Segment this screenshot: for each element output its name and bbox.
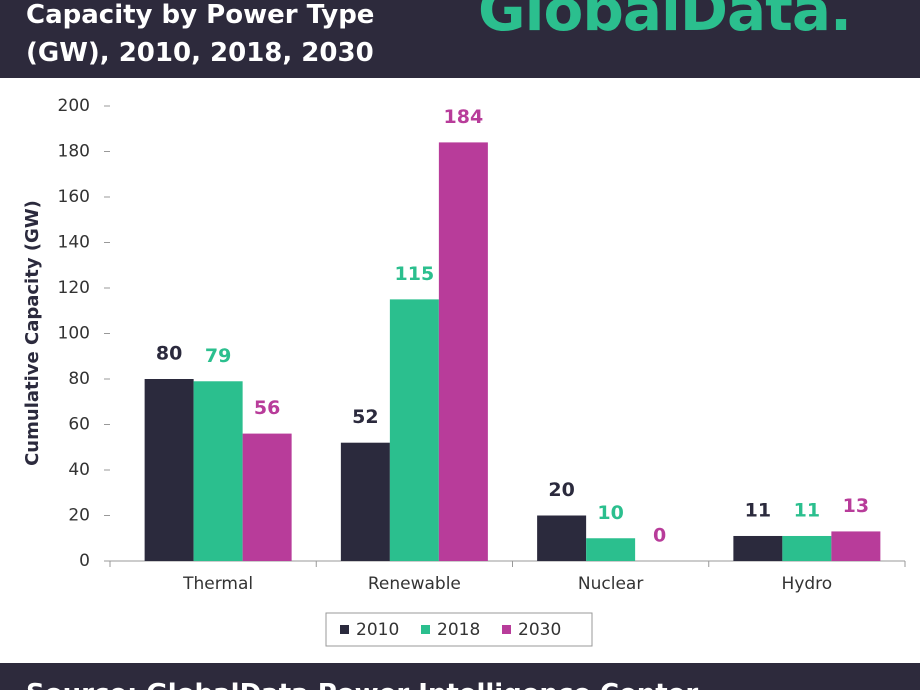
legend-label: 2018 xyxy=(437,620,480,640)
bar xyxy=(144,379,194,561)
bar xyxy=(586,538,636,561)
legend-swatch xyxy=(502,625,511,634)
legend-label: 2010 xyxy=(356,620,399,640)
x-tick-label: Nuclear xyxy=(578,574,643,594)
value-label: 56 xyxy=(254,397,280,419)
y-tick-label: 200 xyxy=(58,96,90,116)
title: Capacity by Power Type (GW), 2010, 2018,… xyxy=(26,0,375,68)
bar xyxy=(389,299,439,561)
chart: Cumulative Capacity (GW) 020406080100120… xyxy=(22,96,906,647)
y-tick-label: 100 xyxy=(58,324,90,344)
source: Source: GlobalData Power Intelligence Ce… xyxy=(26,679,698,690)
value-label: 0 xyxy=(653,525,666,547)
header: Capacity by Power Type (GW), 2010, 2018,… xyxy=(0,0,920,78)
legend-swatch xyxy=(421,625,430,634)
value-label: 20 xyxy=(548,479,574,501)
bar xyxy=(242,433,292,561)
y-tick-label: 40 xyxy=(68,460,90,480)
value-label: 11 xyxy=(745,499,771,521)
logo: GlobalData. xyxy=(478,0,852,44)
value-label: 80 xyxy=(156,343,182,365)
value-label: 11 xyxy=(794,499,820,521)
x-tick-label: Thermal xyxy=(182,574,253,594)
legend-swatch xyxy=(340,625,349,634)
y-tick-label: 0 xyxy=(79,551,90,571)
bar xyxy=(733,535,783,561)
value-label: 184 xyxy=(444,106,484,128)
value-label: 52 xyxy=(352,406,378,428)
x-tick-label: Renewable xyxy=(368,574,461,594)
value-label: 115 xyxy=(395,263,435,285)
bar xyxy=(831,531,881,561)
y-tick-label: 60 xyxy=(68,415,90,435)
y-tick-label: 120 xyxy=(58,278,90,298)
value-label: 13 xyxy=(843,495,869,517)
legend-box xyxy=(325,612,593,647)
y-tick-label: 20 xyxy=(68,506,90,526)
value-label: 79 xyxy=(205,345,231,367)
y-tick-label: 160 xyxy=(58,187,90,207)
bar xyxy=(537,515,587,561)
value-label: 10 xyxy=(597,502,623,524)
y-tick-label: 140 xyxy=(58,233,90,253)
x-tick-label: Hydro xyxy=(782,574,833,594)
bar xyxy=(340,442,390,561)
y-axis-label: Cumulative Capacity (GW) xyxy=(22,200,43,466)
y-tick-label: 180 xyxy=(58,142,90,162)
legend-label: 2030 xyxy=(518,620,561,640)
bar xyxy=(438,142,488,561)
bar xyxy=(782,535,832,561)
footer: Source: GlobalData Power Intelligence Ce… xyxy=(0,663,920,690)
bar xyxy=(193,381,243,561)
y-tick-label: 80 xyxy=(68,369,90,389)
